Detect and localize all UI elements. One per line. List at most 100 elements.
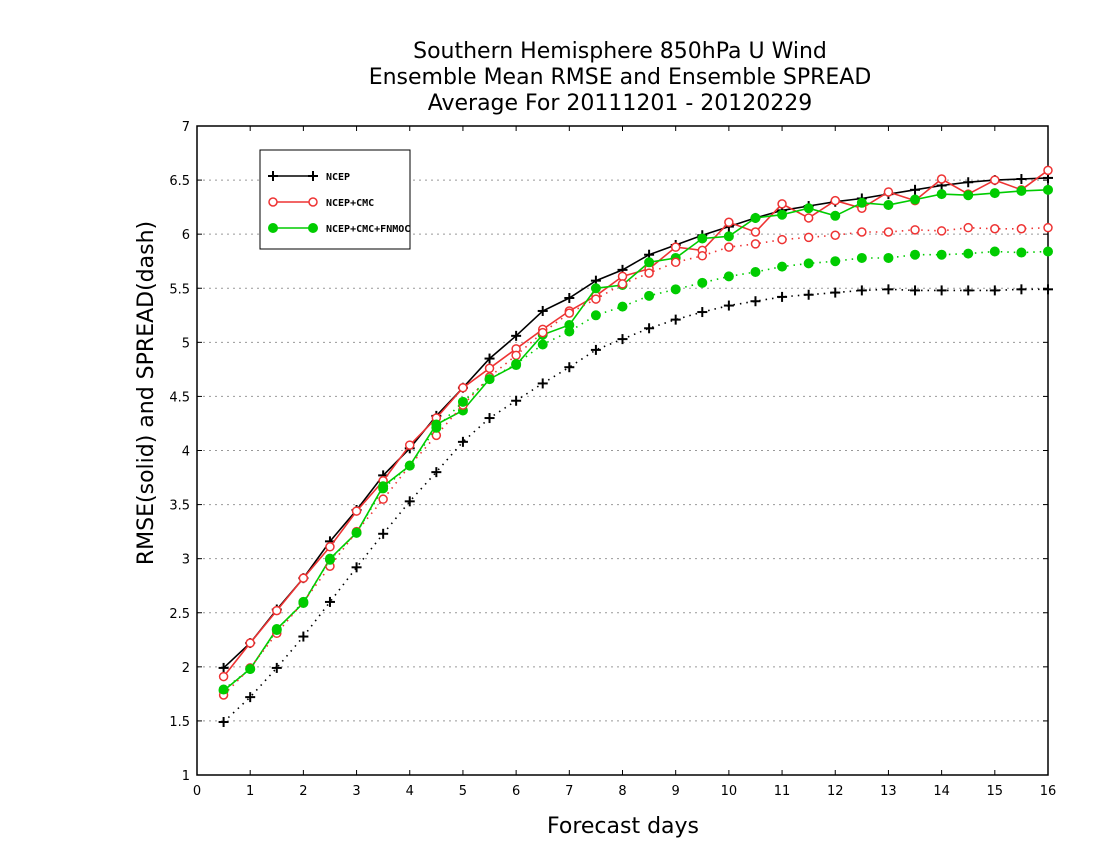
x-axis-label: Forecast days bbox=[547, 814, 699, 839]
data-point bbox=[431, 467, 442, 478]
series-line bbox=[223, 250, 1049, 691]
data-point bbox=[431, 422, 442, 433]
data-point bbox=[1016, 284, 1027, 295]
data-point bbox=[670, 242, 681, 252]
y-tick-label: 6 bbox=[182, 228, 190, 243]
data-point bbox=[883, 187, 894, 197]
data-point bbox=[750, 296, 761, 307]
data-point bbox=[484, 374, 495, 385]
data-point bbox=[936, 285, 947, 296]
series-line bbox=[223, 177, 1049, 669]
data-point bbox=[989, 246, 1000, 257]
y-tick-label: 3.5 bbox=[169, 499, 190, 514]
data-point bbox=[324, 554, 335, 565]
legend-marker bbox=[268, 223, 278, 233]
legend-label: NCEP bbox=[326, 172, 350, 183]
y-tick-label: 1.5 bbox=[169, 715, 190, 730]
title-line: Average For 20111201 - 20120229 bbox=[428, 91, 813, 116]
data-point bbox=[590, 283, 601, 294]
data-point bbox=[644, 290, 655, 301]
data-point bbox=[989, 188, 1000, 199]
data-point bbox=[298, 596, 309, 607]
data-point bbox=[723, 271, 734, 282]
y-tick-label: 2 bbox=[182, 661, 190, 676]
data-point bbox=[245, 692, 256, 703]
data-point bbox=[324, 596, 335, 607]
data-point bbox=[830, 210, 841, 221]
x-tick-label: 9 bbox=[672, 784, 680, 799]
data-point bbox=[298, 631, 309, 642]
y-tick-label: 1 bbox=[182, 769, 190, 784]
chart-title: Southern Hemisphere 850hPa U WindEnsembl… bbox=[369, 39, 872, 116]
series-spread-ncep bbox=[218, 284, 1053, 727]
data-point bbox=[830, 256, 841, 267]
data-point bbox=[218, 662, 229, 673]
data-point bbox=[963, 248, 974, 259]
data-point bbox=[750, 227, 761, 237]
data-point bbox=[511, 330, 522, 341]
data-point bbox=[803, 289, 814, 300]
data-point bbox=[617, 271, 628, 282]
data-point bbox=[564, 326, 575, 337]
data-point bbox=[936, 174, 947, 184]
data-point bbox=[697, 233, 708, 244]
data-point bbox=[644, 268, 654, 278]
data-point bbox=[697, 251, 708, 261]
y-tick-label: 7 bbox=[182, 120, 190, 135]
data-point bbox=[963, 222, 973, 233]
data-point bbox=[936, 189, 947, 200]
data-point bbox=[1016, 174, 1027, 185]
data-point bbox=[1043, 184, 1053, 195]
data-point bbox=[883, 284, 894, 295]
legend-marker bbox=[308, 223, 318, 233]
x-tick-label: 16 bbox=[1040, 784, 1057, 799]
data-point bbox=[511, 395, 522, 406]
data-point bbox=[990, 175, 1000, 185]
x-tick-label: 10 bbox=[721, 784, 738, 799]
legend-label: NCEP+CMC+FNMOC bbox=[326, 224, 410, 235]
x-tick-label: 13 bbox=[880, 784, 897, 799]
data-point bbox=[830, 195, 840, 206]
legend-label: NCEP+CMC bbox=[326, 198, 374, 209]
data-point bbox=[857, 227, 867, 237]
title-line: Ensemble Mean RMSE and Ensemble SPREAD bbox=[369, 65, 872, 90]
data-point bbox=[617, 301, 628, 312]
data-point bbox=[936, 249, 947, 260]
data-point bbox=[777, 261, 788, 272]
y-tick-label: 6.5 bbox=[169, 174, 190, 189]
x-tick-label: 5 bbox=[459, 784, 467, 799]
series-spread-ncep-cmc-fnmoc bbox=[218, 246, 1053, 695]
data-point bbox=[670, 314, 681, 325]
legend-marker bbox=[308, 197, 318, 207]
series-line bbox=[223, 288, 1048, 723]
y-tick-label: 4.5 bbox=[169, 390, 190, 405]
legend-box bbox=[259, 149, 411, 250]
x-axis: 0 1 2 3 4 5 6 7 8 9 10 11 12 13 14 15 16 bbox=[193, 126, 1056, 799]
data-point bbox=[963, 285, 974, 296]
y-tick-label: 5 bbox=[182, 336, 190, 351]
data-point bbox=[458, 383, 468, 393]
series-spread-ncep-cmc bbox=[218, 222, 1053, 700]
x-tick-label: 4 bbox=[406, 784, 414, 799]
y-axis-label: RMSE(solid) and SPREAD(dash) bbox=[134, 221, 159, 565]
data-point bbox=[484, 353, 495, 364]
data-point bbox=[590, 310, 601, 321]
x-tick-label: 15 bbox=[987, 784, 1004, 799]
x-tick-label: 3 bbox=[352, 784, 360, 799]
x-tick-label: 11 bbox=[774, 784, 791, 799]
data-point bbox=[1043, 246, 1053, 257]
data-point bbox=[856, 285, 867, 296]
data-point bbox=[697, 307, 708, 318]
data-point bbox=[511, 350, 521, 361]
legend-marker bbox=[308, 171, 318, 181]
data-point bbox=[272, 605, 282, 616]
data-point bbox=[617, 334, 628, 345]
data-point bbox=[245, 663, 256, 674]
data-point bbox=[670, 257, 681, 268]
data-point bbox=[325, 542, 335, 552]
data-point bbox=[910, 285, 921, 296]
data-point bbox=[1016, 224, 1027, 234]
data-point bbox=[484, 413, 495, 424]
data-point bbox=[750, 239, 761, 249]
data-point bbox=[644, 257, 655, 268]
